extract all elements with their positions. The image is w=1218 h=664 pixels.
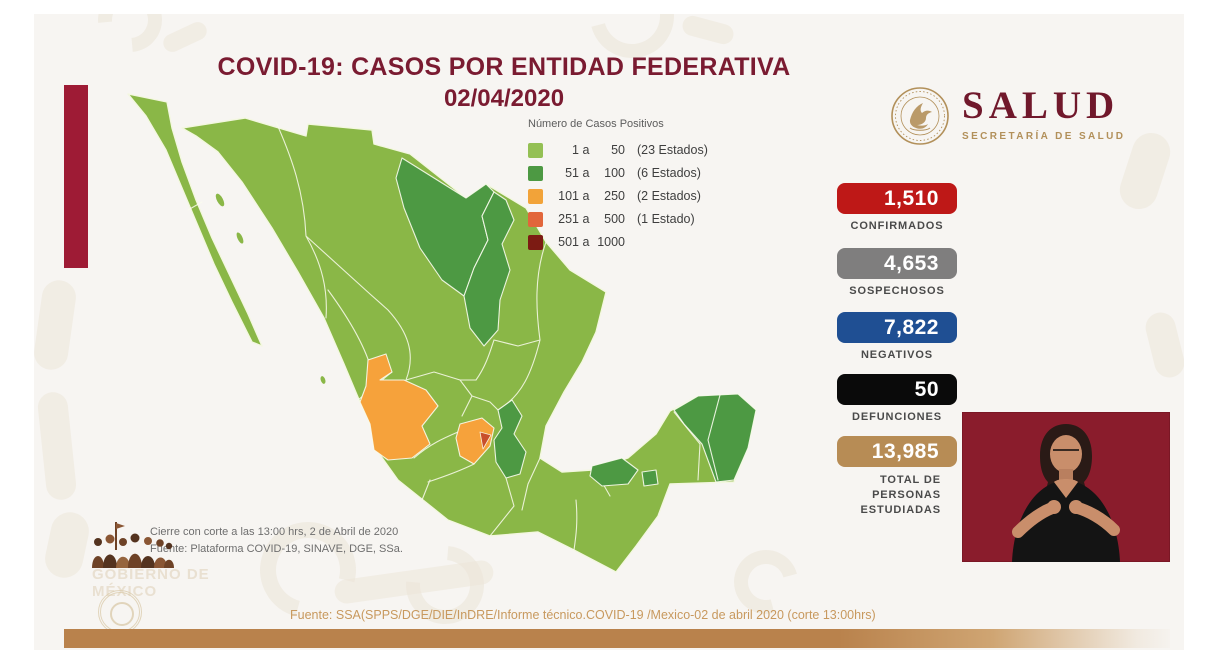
interpreter-neck <box>1059 469 1073 481</box>
stat-total-estudiadas: 13,985 TOTAL DE PERSONAS ESTUDIADAS <box>837 436 957 518</box>
stat-confirmados-badge: 1,510 <box>837 183 957 214</box>
bottom-gold-bar <box>64 629 1170 648</box>
interpreter-left-hand <box>1047 500 1061 514</box>
slide-canvas: COVID-19: CASOS POR ENTIDAD FEDERATIVA 0… <box>34 14 1184 650</box>
legend-range-sep: a <box>582 189 590 203</box>
map-region-101-250-edomex <box>455 417 495 465</box>
map-region-51-100-nuevo-leon <box>463 191 515 347</box>
gobierno-historic-figures-logo <box>92 522 174 568</box>
map-region-101-250-jalisco <box>359 353 439 461</box>
stat-total-badge: 13,985 <box>837 436 957 467</box>
footer-source-text: Fuente: SSA(SPPS/DGE/DIE/InDRE/Informe t… <box>290 608 876 622</box>
page-title: COVID-19: CASOS POR ENTIDAD FEDERATIVA 0… <box>174 53 834 113</box>
legend-row: 1 a 50 (23 Estados) <box>528 142 778 158</box>
map-island <box>215 193 225 207</box>
map-region-251-500-cdmx <box>479 431 492 450</box>
title-line1: COVID-19: CASOS POR ENTIDAD FEDERATIVA <box>217 53 791 81</box>
legend-row: 251 a 500 (1 Estado) <box>528 211 778 227</box>
stat-sospechosos: 4,653 SOSPECHOSOS <box>837 248 957 297</box>
title-date: 02/04/2020 <box>443 85 565 112</box>
closing-footnotes: Cierre con corte a las 13:00 hrs, 2 de A… <box>150 524 403 558</box>
stat-total-label-line1: TOTAL DE <box>880 474 941 486</box>
legend-range-from: 51 <box>565 166 579 180</box>
stat-negativos: 7,822 NEGATIVOS <box>837 312 957 361</box>
mexican-eagle-seal-icon <box>891 87 949 145</box>
legend-color-chip <box>528 211 543 227</box>
map-region-51-100-tabasco-east <box>641 469 659 487</box>
stat-confirmados: 1,510 CONFIRMADOS <box>837 183 957 232</box>
footnote-line1: Cierre con corte a las 13:00 hrs, 2 de A… <box>150 526 399 538</box>
legend-range-to: 250 <box>604 189 625 203</box>
decorative-motif <box>160 19 210 55</box>
legend-row: 51 a 100 (6 Estados) <box>528 165 778 181</box>
stat-sospechosos-label: SOSPECHOSOS <box>849 285 945 297</box>
legend-state-count: (2 Estados) <box>637 189 701 203</box>
stat-sospechosos-badge: 4,653 <box>837 248 957 279</box>
interpreter-neckline <box>1054 479 1078 498</box>
legend-state-count: (6 Estados) <box>637 166 701 180</box>
interpreter-face <box>1050 435 1082 473</box>
map-yucatan-qroo-divider <box>707 394 721 481</box>
legend-range-to: 1000 <box>597 235 625 249</box>
legend-state-count: (1 Estado) <box>637 212 695 226</box>
legend-range-to: 100 <box>604 166 625 180</box>
left-accent-bar <box>64 85 88 268</box>
map-legend: Número de Casos Positivos 1 a 50 (23 Est… <box>528 118 778 257</box>
gobierno-seal-icon <box>98 590 142 634</box>
legend-range-from: 101 <box>558 189 579 203</box>
legend-range-sep: a <box>582 143 590 157</box>
decorative-motif <box>1142 309 1184 381</box>
stat-defunciones-label: DEFUNCIONES <box>852 411 942 423</box>
map-island <box>236 232 244 244</box>
legend-range-from: 1 <box>572 143 579 157</box>
legend-range-to: 50 <box>611 143 625 157</box>
legend-range-sep: a <box>582 166 590 180</box>
salud-logo: SALUD SECRETARÍA DE SALUD <box>890 86 1180 146</box>
stat-negativos-label: NEGATIVOS <box>860 349 934 361</box>
legend-range-to: 500 <box>604 212 625 226</box>
map-region-51-100-tabasco <box>589 457 639 487</box>
legend-range-from: 501 <box>558 235 579 249</box>
stat-confirmados-label: CONFIRMADOS <box>850 220 944 232</box>
legend-range-from: 251 <box>558 212 579 226</box>
map-region-51-100-yucatan-qroo <box>673 393 757 483</box>
decorative-motif <box>680 14 736 47</box>
decorative-motif <box>84 14 176 66</box>
map-baja-peninsula <box>127 93 263 347</box>
sign-language-interpreter-video <box>961 411 1171 563</box>
stat-total-label-line3: ESTUDIADAS <box>860 504 941 516</box>
map-region-51-100-puebla <box>493 399 527 479</box>
stat-defunciones: 50 DEFUNCIONES <box>837 374 957 423</box>
salud-wordmark: SALUD <box>962 84 1120 127</box>
salud-wordmark-block: SALUD SECRETARÍA DE SALUD <box>962 84 1126 143</box>
salud-tagline: SECRETARÍA DE SALUD <box>962 131 1126 142</box>
interpreter-figure <box>961 411 1171 563</box>
legend-range-sep: a <box>582 212 590 226</box>
legend-color-chip <box>528 188 543 204</box>
footnote-line2: Fuente: Plataforma COVID-19, SINAVE, DGE… <box>150 543 403 555</box>
interpreter-right-hand <box>1069 500 1083 514</box>
legend-row: 101 a 250 (2 Estados) <box>528 188 778 204</box>
legend-state-count: (23 Estados) <box>637 143 708 157</box>
legend-color-chip <box>528 142 543 158</box>
legend-color-chip <box>528 234 543 250</box>
stat-total-label-line2: PERSONAS <box>872 489 941 501</box>
legend-title: Número de Casos Positivos <box>528 118 664 130</box>
interpreter-torso <box>1012 480 1120 562</box>
stat-negativos-badge: 7,822 <box>837 312 957 343</box>
mexico-choropleth-map <box>127 93 757 573</box>
legend-color-chip <box>528 165 543 181</box>
legend-row: 501 a 1000 <box>528 234 778 250</box>
gobierno-wordmark-line1: GOBIERNO DE <box>92 566 210 583</box>
legend-range-sep: a <box>582 235 590 249</box>
stat-total-label: TOTAL DE PERSONAS ESTUDIADAS <box>837 473 957 518</box>
map-island <box>320 376 326 384</box>
stat-defunciones-badge: 50 <box>837 374 957 405</box>
